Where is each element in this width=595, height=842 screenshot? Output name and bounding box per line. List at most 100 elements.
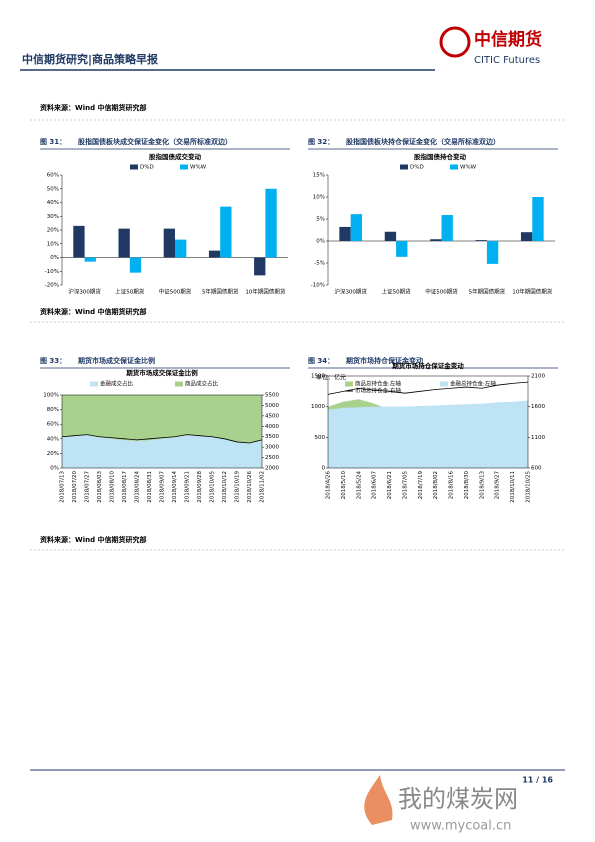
- page-number: 11 / 16: [522, 776, 553, 785]
- y-tick-label: 30%: [47, 214, 59, 220]
- y-tick-label: 20%: [47, 451, 59, 457]
- legend-swatch: [175, 381, 183, 387]
- plot-frame: [61, 394, 263, 469]
- x-tick-label: 2018/10/26: [247, 471, 253, 503]
- y2-tick-label: 1600: [531, 404, 545, 410]
- source: 资料来源：Wind 中信期货研究部: [40, 535, 147, 544]
- logo-en: CITIC Futures: [474, 55, 540, 66]
- watermark-name: 我的煤炭网: [398, 785, 518, 813]
- y-tick-label: 60%: [47, 173, 59, 179]
- chart-subtitle: 股指国债成交变动: [149, 152, 202, 161]
- bar: [384, 231, 397, 241]
- source: 资料来源：Wind 中信期货研究部: [40, 307, 147, 316]
- figure-label: 图 32：: [308, 137, 334, 146]
- x-tick-label: 2018/9/13: [479, 471, 485, 500]
- x-tick-label: 沪深300期货: [334, 288, 367, 296]
- x-tick-label: 2018/7/19: [418, 471, 424, 500]
- bar: [73, 225, 85, 258]
- x-tick-label: 2018/5/24: [356, 471, 362, 500]
- figure-label: 图 34：: [308, 356, 334, 365]
- legend-swatch: [90, 381, 98, 387]
- chart-subtitle: 期货市场持仓保证金变动: [392, 361, 464, 370]
- x-tick-label: 2018/07/13: [60, 471, 66, 503]
- x-tick-label: 中证500期货: [425, 288, 458, 296]
- legend-label: D%D: [140, 165, 154, 171]
- x-tick-label: 中证500期货: [159, 288, 192, 296]
- x-tick-label: 2018/7/05: [402, 471, 408, 500]
- bar: [163, 228, 175, 258]
- x-tick-label: 2018/08/17: [122, 471, 128, 503]
- figure-label: 图 31：: [40, 137, 66, 146]
- figure-title: 股指国债板块持仓保证金变化（交易所标准双边）: [345, 137, 500, 146]
- legend-label: W%W: [460, 165, 477, 171]
- legend-label: 商品总持仓金:左轴: [355, 380, 401, 388]
- legend-swatch: [180, 164, 188, 170]
- y-tick-label: 15%: [313, 173, 325, 179]
- x-tick-label: 2018/6/07: [372, 471, 378, 500]
- x-tick-label: 2018/09/14: [172, 471, 178, 503]
- x-tick-label: 2018/5/10: [341, 471, 347, 500]
- y-tick-label: 10%: [47, 241, 59, 247]
- figure-title: 股指国债板块成交保证金变化（交易所标准双边）: [77, 137, 232, 146]
- figure-label: 图 33：: [40, 356, 66, 365]
- area: [328, 400, 528, 468]
- x-tick-label: 2018/10/19: [235, 471, 241, 503]
- x-tick-label: 2018/8/16: [449, 471, 455, 500]
- y-tick-label: -10%: [45, 269, 59, 275]
- y-tick-label: 5%: [316, 217, 325, 223]
- x-tick-label: 5年期国债期货: [469, 288, 506, 296]
- watermark-icon: [364, 775, 393, 825]
- x-tick-label: 10年期国债期货: [512, 288, 552, 296]
- x-tick-label: 2018/10/25: [526, 471, 532, 503]
- y2-tick-label: 2100: [531, 374, 545, 380]
- y-tick-label: 0: [322, 466, 326, 472]
- y-tick-label: 10%: [313, 195, 325, 201]
- x-tick-label: 2018/07/27: [85, 471, 91, 503]
- y-tick-label: 0%: [316, 239, 325, 245]
- area: [62, 435, 262, 468]
- bar: [208, 250, 221, 258]
- chart-subtitle: 期货市场成交保证金比例: [126, 368, 198, 377]
- chart-subtitle: 股指国债持仓变动: [414, 152, 467, 161]
- legend-label: W%W: [190, 165, 207, 171]
- bar: [350, 214, 363, 241]
- x-tick-label: 上证50期货: [382, 288, 411, 296]
- legend-swatch: [450, 164, 458, 170]
- line: [327, 381, 529, 395]
- bar: [339, 226, 351, 241]
- y-tick-label: -10%: [311, 283, 325, 289]
- figure-title: 期货市场成交保证金比例: [78, 356, 155, 365]
- x-tick-label: 2018/10/12: [222, 471, 228, 503]
- bar: [486, 241, 499, 264]
- bar: [254, 257, 266, 276]
- y-tick-label: 40%: [47, 436, 59, 442]
- x-tick-label: 2018/8/02: [433, 471, 439, 499]
- x-tick-label: 10年期国债期货: [245, 288, 285, 296]
- y-tick-label: -5%: [314, 261, 325, 267]
- bar: [220, 206, 232, 258]
- bar: [118, 228, 130, 258]
- y2-tick-label: 2500: [265, 455, 279, 461]
- y-tick-label: 1500: [311, 374, 325, 380]
- bar: [129, 257, 142, 273]
- x-tick-label: 2018/07/20: [72, 471, 78, 503]
- y2-tick-label: 4000: [265, 424, 279, 430]
- x-tick-label: 沪深300期货: [68, 288, 101, 296]
- x-tick-label: 2018/9/27: [495, 471, 501, 500]
- y2-tick-label: 4500: [265, 413, 279, 419]
- legend-label: 金融总持仓金:左轴: [450, 380, 496, 388]
- area: [62, 395, 262, 444]
- bar: [441, 215, 453, 241]
- x-tick-label: 2018/08/03: [97, 471, 103, 503]
- x-tick-label: 2018/11/02: [260, 471, 266, 503]
- logo-cn: 中信期货: [474, 29, 542, 50]
- figure-title: 期货市场持仓保证金变动: [346, 356, 423, 365]
- x-tick-label: 2018/8/30: [464, 471, 470, 500]
- watermark-url: www.mycoal.cn: [410, 819, 511, 834]
- x-tick-label: 2018/09/28: [197, 471, 203, 503]
- bar: [430, 239, 442, 241]
- bar: [475, 240, 487, 241]
- x-tick-label: 2018/08/31: [147, 471, 153, 503]
- legend-swatch: [345, 381, 353, 387]
- bar: [175, 239, 187, 258]
